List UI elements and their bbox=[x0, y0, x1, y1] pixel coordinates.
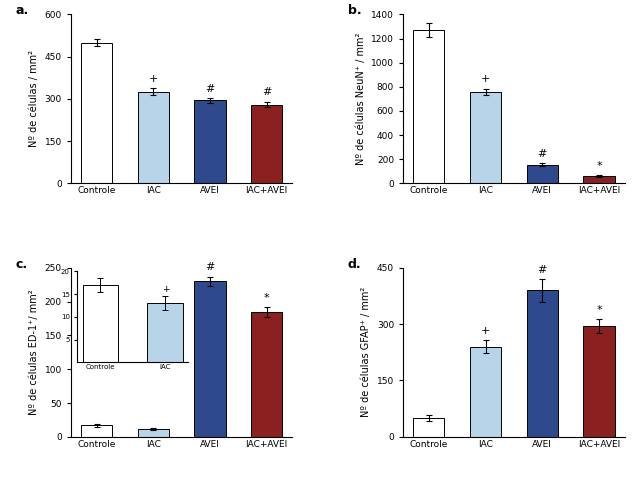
Y-axis label: Nº de células / mm²: Nº de células / mm² bbox=[29, 50, 39, 147]
Y-axis label: Nº de células NeuN⁺ / mm²: Nº de células NeuN⁺ / mm² bbox=[355, 33, 366, 165]
Text: +: + bbox=[149, 74, 158, 84]
Bar bbox=[413, 418, 444, 437]
Bar bbox=[251, 312, 282, 437]
Bar bbox=[583, 326, 614, 437]
Text: *: * bbox=[596, 305, 602, 315]
Bar bbox=[470, 92, 501, 183]
Text: #: # bbox=[205, 263, 214, 273]
Text: d.: d. bbox=[348, 258, 361, 271]
Y-axis label: Nº de células GFAP⁺ / mm²: Nº de células GFAP⁺ / mm² bbox=[361, 287, 372, 418]
Bar bbox=[81, 43, 112, 183]
Text: b.: b. bbox=[348, 4, 361, 17]
Bar bbox=[81, 425, 112, 437]
Text: #: # bbox=[538, 265, 547, 275]
Bar bbox=[527, 165, 558, 183]
Text: #: # bbox=[538, 149, 547, 159]
Text: #: # bbox=[262, 87, 271, 97]
Text: a.: a. bbox=[15, 4, 29, 17]
Y-axis label: Nº de células ED-1⁺/ mm²: Nº de células ED-1⁺/ mm² bbox=[29, 289, 39, 415]
Bar bbox=[138, 92, 169, 183]
Bar bbox=[251, 105, 282, 183]
Bar bbox=[194, 281, 225, 437]
Bar bbox=[413, 30, 444, 183]
Text: +: + bbox=[481, 74, 490, 84]
Bar bbox=[583, 176, 614, 183]
Text: c.: c. bbox=[15, 258, 28, 271]
Bar bbox=[470, 347, 501, 437]
Text: *: * bbox=[264, 293, 270, 303]
Bar bbox=[138, 429, 169, 437]
Bar bbox=[194, 100, 225, 183]
Text: +: + bbox=[481, 326, 490, 336]
Text: #: # bbox=[205, 84, 214, 94]
Text: *: * bbox=[596, 161, 602, 171]
Bar bbox=[527, 290, 558, 437]
